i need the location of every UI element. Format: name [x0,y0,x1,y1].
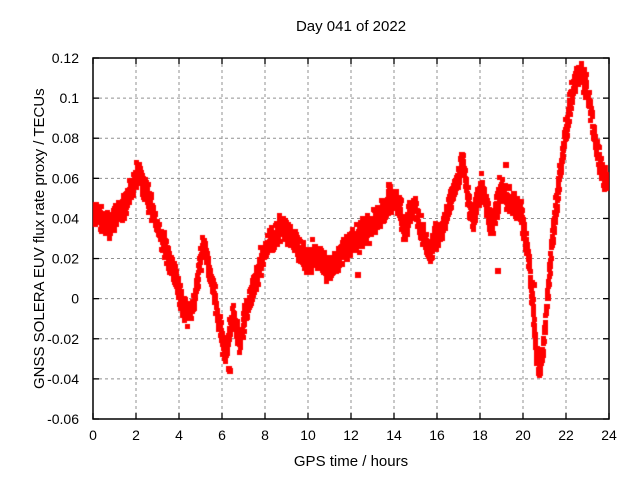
x-axis-label: GPS time / hours [293,453,409,470]
chart-title: Day 041 of 2022 [295,18,407,35]
y-axis-label: GNSS SOLERA EUV flux rate proxy / TECUs [31,88,48,389]
